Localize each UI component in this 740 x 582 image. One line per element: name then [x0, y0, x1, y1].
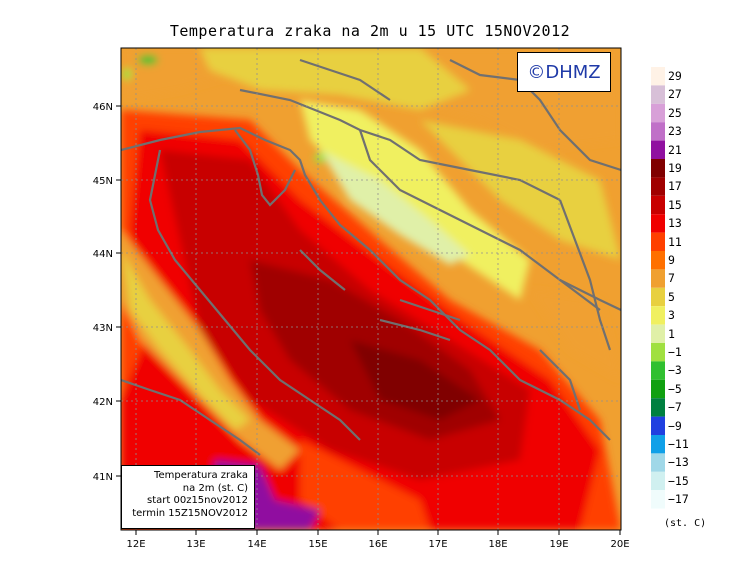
legend-swatch [651, 85, 665, 104]
lon-tick: 12E [126, 539, 145, 550]
info-line: Temperatura zraka [154, 470, 248, 481]
lat-tick: 43N [93, 323, 113, 334]
legend-swatch [651, 177, 665, 196]
legend-label: −1 [668, 345, 682, 359]
legend-label: −7 [668, 400, 682, 415]
map-title: Temperatura zraka na 2m u 15 UTC 15NOV20… [169, 22, 571, 40]
lon-tick: 15E [308, 539, 327, 550]
temperature-field [121, 48, 621, 530]
legend-label: 11 [668, 234, 682, 249]
legend-swatch [651, 398, 665, 417]
legend-swatch [651, 490, 665, 509]
legend-swatch [651, 453, 665, 472]
info-box: Temperatura zraka na 2m (st. C) start 00… [121, 465, 255, 529]
legend-label: 15 [668, 197, 682, 212]
legend-swatch [651, 287, 665, 307]
legend-swatch [651, 416, 665, 435]
legend-label: −9 [668, 418, 682, 433]
legend-swatch [651, 67, 665, 86]
legend-label: −3 [668, 363, 682, 378]
legend-label: 29 [668, 69, 682, 83]
legend-label: −11 [668, 437, 689, 451]
lat-tick: 41N [93, 472, 113, 483]
legend-label: 9 [668, 253, 675, 267]
legend-swatch [651, 324, 665, 343]
legend-label: −17 [668, 492, 689, 507]
legend-label: 7 [668, 271, 675, 286]
legend-label: −5 [668, 381, 682, 396]
lat-tick: 44N [93, 249, 113, 260]
dhmz-logo: ©DHMZ [517, 52, 611, 92]
legend-swatch [651, 435, 665, 454]
lon-tick: 20E [610, 539, 629, 550]
legend-swatch [651, 251, 665, 270]
legend-unit: (st. C) [664, 518, 707, 529]
legend-swatch [651, 195, 665, 215]
legend-label: 17 [668, 179, 682, 194]
legend-swatch [651, 140, 665, 159]
lon-tick: 16E [368, 539, 387, 550]
info-line: termin 15Z15NOV2012 [132, 507, 248, 519]
legend-label: 3 [668, 308, 675, 323]
info-line: start 00z15nov2012 [147, 495, 248, 506]
lon-tick: 14E [247, 539, 266, 550]
lon-tick: 19E [549, 539, 568, 550]
legend-swatch [651, 361, 665, 380]
info-line: na 2m (st. C) [182, 482, 248, 494]
legend-swatch [651, 269, 665, 288]
legend-swatch [651, 103, 665, 123]
lon-tick: 17E [428, 539, 447, 550]
legend-swatch [651, 159, 665, 178]
lat-tick: 42N [93, 397, 113, 408]
legend-label: 21 [668, 142, 682, 157]
legend-label: −15 [668, 473, 689, 488]
legend-label: 27 [668, 87, 682, 102]
legend-label: 19 [668, 161, 682, 175]
legend-label: 23 [668, 124, 682, 139]
legend-label: 1 [668, 326, 675, 341]
legend-label: −13 [668, 455, 689, 470]
lat-tick: 46N [93, 102, 113, 113]
legend-label: 5 [668, 289, 675, 304]
legend-swatch [651, 122, 665, 141]
legend-swatch [651, 379, 665, 399]
legend-label: 25 [668, 105, 682, 120]
legend-swatch [651, 232, 665, 251]
legend-swatch [651, 214, 665, 233]
lon-tick: 13E [186, 539, 205, 550]
legend-colorbar [651, 67, 665, 509]
legend-swatch [651, 306, 665, 325]
legend-swatch [651, 471, 665, 491]
legend-swatch [651, 343, 665, 362]
lon-tick: 18E [488, 539, 507, 550]
legend-label: 13 [668, 216, 682, 231]
lat-tick: 45N [93, 176, 113, 187]
